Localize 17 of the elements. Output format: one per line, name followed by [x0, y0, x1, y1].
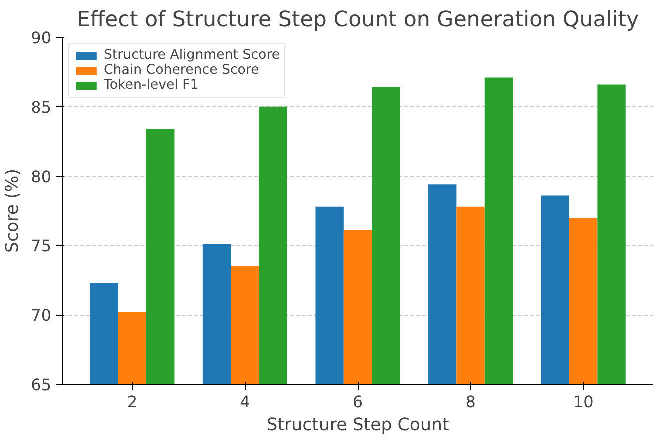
y-tick-label: 70	[31, 306, 52, 326]
legend-label: Structure Alignment Score	[104, 48, 280, 63]
y-tick-label: 90	[31, 28, 52, 48]
x-tick-label: 6	[352, 392, 364, 412]
y-tick-label: 65	[31, 376, 52, 394]
x-tick-label: 10	[573, 392, 594, 412]
x-axis-title: Structure Step Count	[266, 416, 450, 436]
legend-label: Chain Coherence Score	[104, 63, 260, 78]
x-tick-label: 4	[240, 392, 250, 412]
chart-title: Effect of Structure Step Count on Generation Quality	[76, 8, 640, 32]
x-tick-label: 8	[466, 392, 476, 412]
legend-label: Token-level F1	[104, 78, 199, 93]
y-tick-label: 85	[31, 98, 52, 117]
y-axis-title: Score (%)	[3, 168, 24, 254]
x-tick-label: 2	[127, 392, 138, 412]
y-tick-label: 75	[31, 236, 52, 256]
y-tick-label: 80	[31, 167, 52, 186]
